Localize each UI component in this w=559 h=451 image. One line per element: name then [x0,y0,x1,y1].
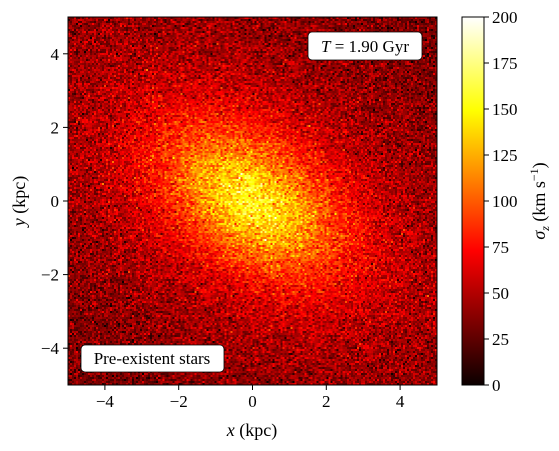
population-annotation-text: Pre-existent stars [94,349,211,368]
y-tick-label: −4 [41,339,60,358]
colorbar-tick-label: 100 [492,192,518,211]
x-tick-label: −4 [96,392,115,411]
x-axis: −4 −2 0 2 4 [96,385,405,411]
time-annotation-box [307,31,423,61]
y-axis: −4 −2 0 2 4 [41,45,68,358]
x-tick-label: −2 [170,392,188,411]
y-tick-label: −2 [41,266,59,285]
colorbar-label: σz (km s−1) [527,162,552,239]
heatmap-image-holder [68,17,437,385]
colorbar: 0 25 50 75 100 125 150 175 200 σz (km s−1) [461,8,552,395]
colorbar-tick-label: 125 [492,146,518,165]
colorbar-gradient [462,17,484,385]
population-annotation: Pre-existent stars [80,344,225,373]
colorbar-ticks: 0 25 50 75 100 125 150 175 200 [484,8,518,395]
time-annotation-text: T = 1.90 Gyr [321,37,409,56]
time-annotation: T = 1.90 Gyr [307,31,423,61]
y-tick-label: 0 [51,192,60,211]
x-tick-label: 4 [396,392,405,411]
colorbar-tick-label: 150 [492,100,518,119]
colorbar-tick-label: 75 [492,238,509,257]
population-annotation-box [80,344,225,373]
colorbar-tick-label: 200 [492,8,518,27]
colorbar-tick-label: 25 [492,330,509,349]
heatmap-panel [67,16,438,386]
x-axis-label: x (kpc) [226,420,277,441]
colorbar-tick-label: 175 [492,54,518,73]
colorbar-tick-label: 50 [492,284,509,303]
colorbar-tick-label: 0 [492,376,501,395]
x-tick-label: 2 [322,392,331,411]
x-tick-label: 0 [248,392,257,411]
heatmap-image [68,17,437,385]
y-tick-label: 4 [51,45,60,64]
y-axis-label: y (kpc) [9,176,30,228]
y-tick-label: 2 [51,118,60,137]
